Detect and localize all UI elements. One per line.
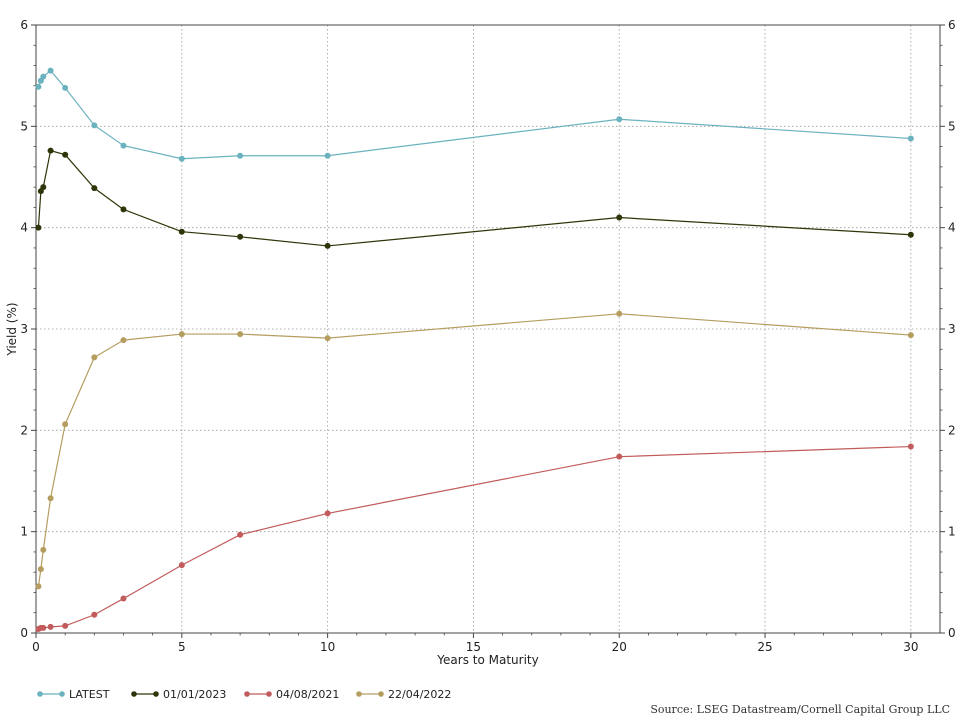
- y-tick-label-left: 5: [20, 119, 28, 133]
- series-2: [35, 443, 914, 632]
- data-point: [35, 583, 42, 590]
- data-point: [237, 331, 244, 338]
- data-point: [35, 83, 42, 90]
- data-point: [616, 310, 623, 317]
- series-3: [35, 310, 914, 590]
- x-tick-label: 30: [903, 640, 918, 654]
- data-point: [40, 184, 47, 191]
- data-point: [907, 231, 914, 238]
- x-tick-label: 25: [757, 640, 772, 654]
- series-group: [35, 67, 914, 632]
- y-tick-label-left: 4: [20, 221, 28, 235]
- legend-marker: [131, 691, 137, 697]
- data-point: [91, 354, 98, 361]
- legend-item: 22/04/2022: [356, 688, 451, 701]
- data-point: [178, 155, 185, 162]
- y-tick-label-left: 2: [20, 423, 28, 437]
- series-0: [35, 67, 914, 162]
- y-tick-label-right: 1: [948, 525, 956, 539]
- y-tick-label-left: 3: [20, 322, 28, 336]
- data-point: [37, 566, 44, 573]
- data-point: [40, 546, 47, 553]
- data-point: [907, 332, 914, 339]
- legend: LATEST 01/01/2023 04/08/2021 22/04/2022: [37, 688, 451, 701]
- legend-item: 04/08/2021: [244, 688, 339, 701]
- data-point: [178, 562, 185, 569]
- legend-marker: [266, 691, 272, 697]
- x-tick-label: 0: [32, 640, 40, 654]
- y-tick-label-left: 1: [20, 525, 28, 539]
- legend-marker: [244, 691, 250, 697]
- data-point: [616, 116, 623, 123]
- source-note: Source: LSEG Datastream/Cornell Capital …: [650, 703, 950, 716]
- legend-marker: [153, 691, 159, 697]
- legend-label: LATEST: [69, 688, 110, 701]
- y-tick-label-right: 3: [948, 322, 956, 336]
- y-tick-label-left: 6: [20, 18, 28, 32]
- data-point: [62, 421, 69, 428]
- x-tick-label: 20: [612, 640, 627, 654]
- data-point: [237, 152, 244, 159]
- data-point: [237, 531, 244, 538]
- y-tick-label-right: 0: [948, 626, 956, 640]
- x-axis-title: Years to Maturity: [436, 653, 538, 667]
- data-point: [91, 611, 98, 618]
- data-point: [91, 185, 98, 192]
- series-line: [37, 313, 911, 587]
- data-point: [62, 84, 69, 91]
- data-point: [47, 67, 54, 74]
- data-point: [324, 510, 331, 517]
- legend-label: 04/08/2021: [276, 688, 339, 701]
- data-point: [324, 335, 331, 342]
- x-tick-label: 5: [178, 640, 186, 654]
- legend-label: 22/04/2022: [388, 688, 451, 701]
- data-point: [120, 595, 127, 602]
- data-point: [616, 214, 623, 221]
- data-point: [324, 152, 331, 159]
- data-point: [62, 622, 69, 629]
- data-point: [616, 453, 623, 460]
- legend-marker: [59, 691, 65, 697]
- data-point: [120, 206, 127, 213]
- data-point: [907, 443, 914, 450]
- series-1: [35, 147, 914, 249]
- data-point: [47, 495, 54, 502]
- data-point: [324, 242, 331, 249]
- data-point: [47, 623, 54, 630]
- x-tick-label: 15: [466, 640, 481, 654]
- data-point: [35, 224, 42, 231]
- y-tick-label-right: 4: [948, 221, 956, 235]
- data-point: [237, 233, 244, 240]
- data-point: [120, 142, 127, 149]
- data-point: [91, 122, 98, 129]
- axis-ticks: 0 5 10 15 20 25 300 01 12 23 34 45 56 6: [20, 18, 955, 654]
- data-point: [178, 228, 185, 235]
- legend-marker: [378, 691, 384, 697]
- data-point: [907, 135, 914, 142]
- legend-marker: [37, 691, 43, 697]
- data-point: [47, 147, 54, 154]
- data-point: [40, 73, 47, 80]
- legend-label: 01/01/2023: [163, 688, 226, 701]
- legend-item: LATEST: [37, 688, 110, 701]
- data-point: [40, 624, 47, 631]
- y-tick-label-left: 0: [20, 626, 28, 640]
- legend-item: 01/01/2023: [131, 688, 226, 701]
- data-point: [62, 151, 69, 158]
- x-tick-label: 10: [320, 640, 335, 654]
- y-tick-label-right: 5: [948, 119, 956, 133]
- legend-marker: [356, 691, 362, 697]
- data-point: [178, 331, 185, 338]
- y-tick-label-right: 2: [948, 423, 956, 437]
- y-tick-label-right: 6: [948, 18, 956, 32]
- data-point: [120, 337, 127, 344]
- y-axis-title: Yield (%): [5, 302, 19, 356]
